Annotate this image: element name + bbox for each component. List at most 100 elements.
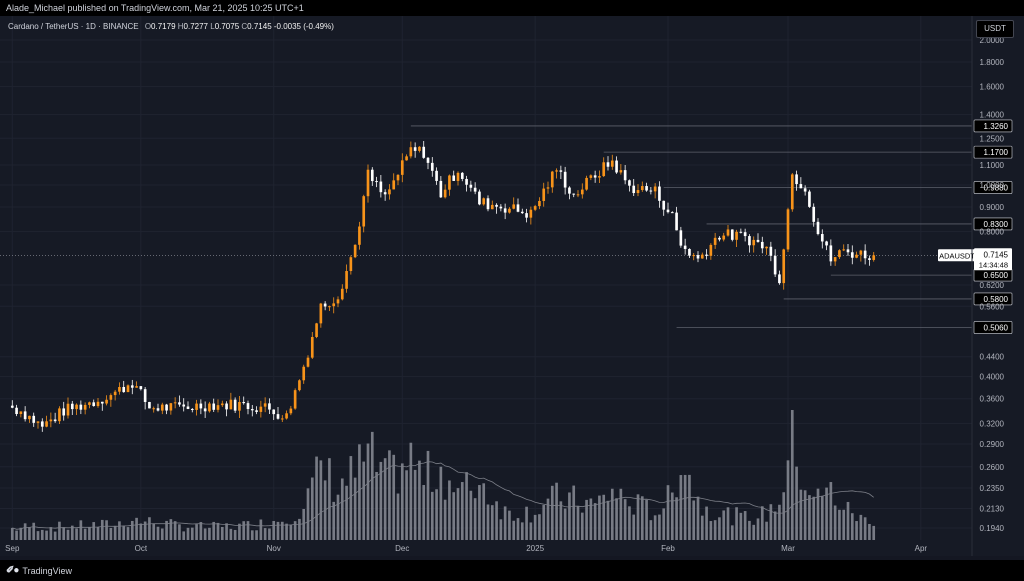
volume-bar [310, 477, 314, 540]
volume-bar [563, 508, 567, 540]
chart-area[interactable]: 1.3260 1.1700 0.9880 0.8300 0.6500 0.5800 0.50… [0, 16, 1024, 556]
candle-body [726, 229, 730, 236]
candle-body [289, 408, 293, 414]
candle-body [15, 407, 18, 415]
volume-bar [349, 456, 353, 540]
y-tick-label: 0.2130 [980, 505, 1005, 514]
candle-body [508, 208, 511, 213]
current-price-label: 0.7145 [984, 250, 1009, 259]
volume-bar [469, 490, 473, 540]
y-tick-label: 0.4400 [980, 353, 1005, 362]
candle-body [422, 146, 426, 158]
volume-bar [486, 504, 490, 540]
tradingview-brand[interactable]: ✐● TradingView [6, 565, 72, 576]
volume-bar [495, 501, 498, 540]
candle-body [340, 288, 344, 300]
candle-body [542, 188, 546, 201]
volume-bar [769, 504, 773, 540]
candle-body [302, 366, 306, 381]
volume-bar [53, 531, 57, 540]
candle-body [250, 409, 254, 411]
volume-bar [550, 485, 554, 540]
volume-bar [833, 505, 837, 540]
candle-body [332, 303, 336, 307]
volume-bar [32, 522, 36, 540]
candle-body [263, 403, 267, 407]
candle-body [135, 386, 138, 388]
volume-bar [332, 501, 336, 540]
symbol-title: Cardano / TetherUS · 1D · BINANCE [8, 22, 139, 31]
candle-body [499, 206, 503, 209]
volume-bar [863, 517, 867, 540]
volume-bar [418, 460, 421, 540]
candle-body [495, 204, 498, 207]
volume-bar [45, 530, 48, 540]
volume-bar [345, 485, 348, 540]
volume-bar [19, 527, 23, 540]
candle-body [748, 236, 751, 246]
axis-layer: 2.0000 1.8000 1.6000 1.4000 1.2500 1.1000 1.00… [5, 16, 1005, 556]
candle-body [529, 209, 533, 218]
volume-bar [263, 528, 267, 540]
y-tick-label: 1.8000 [980, 58, 1005, 67]
volume-bar [443, 499, 447, 540]
close-value: 0.7145 [247, 22, 272, 31]
candle-body [486, 198, 490, 210]
y-tick-label: 0.1940 [980, 524, 1005, 533]
candle-body [769, 246, 773, 256]
candle-body [199, 403, 203, 409]
candle-body [23, 411, 27, 420]
countdown-label: 14:34:48 [979, 260, 1008, 269]
candle-body [443, 189, 447, 198]
volume-bar [602, 494, 606, 540]
candle-body [396, 174, 400, 181]
change-value: -0.0035 (-0.49%) [273, 22, 334, 31]
volume-bar [795, 466, 798, 540]
candle-body [32, 415, 36, 423]
candle-body [105, 399, 108, 404]
volume-bar [662, 508, 666, 540]
volume-bar [658, 514, 661, 540]
candle-body [516, 204, 520, 212]
candle-body [525, 213, 528, 218]
candle-body [439, 180, 443, 198]
volume-bar [803, 490, 807, 540]
x-tick-label: Mar [781, 544, 795, 553]
candle-body [36, 421, 40, 423]
y-tick-label: 0.6200 [980, 281, 1005, 290]
candle-body [268, 403, 271, 410]
volume-bar [75, 528, 78, 540]
candle-body [838, 250, 841, 258]
candle-body [602, 162, 606, 177]
candle-body [430, 162, 434, 171]
volume-bar [143, 521, 147, 540]
volume-bar [105, 520, 108, 540]
price-chart-svg[interactable]: 1.3260 1.1700 0.9880 0.8300 0.6500 0.5800 0.50… [0, 16, 1024, 556]
candle-body [345, 271, 348, 289]
y-tick-label: 1.4000 [980, 111, 1005, 120]
volume-bar [653, 515, 657, 540]
candle-body [100, 401, 104, 404]
candle-body [469, 184, 473, 188]
volume-bar [512, 520, 516, 540]
candle-body [640, 186, 644, 191]
level-label-box [973, 321, 1013, 334]
volume-bar [820, 495, 824, 540]
volume-bar [272, 520, 276, 540]
y-tick-label: 0.4000 [980, 373, 1005, 382]
volume-bar [538, 514, 541, 540]
volume-bar [448, 480, 451, 540]
candle-body [53, 419, 57, 422]
volume-bar [559, 501, 563, 540]
candle-body [298, 380, 301, 391]
volume-bar [850, 513, 854, 540]
candle-body [872, 255, 876, 260]
volume-bar [255, 530, 258, 540]
volume-bar [460, 482, 464, 540]
currency-button[interactable]: USDT [976, 20, 1014, 38]
candle-body [623, 170, 627, 181]
candle-body [833, 257, 837, 262]
volume-bar [778, 504, 781, 540]
candle-body [760, 241, 764, 249]
volume-bar [178, 524, 181, 540]
